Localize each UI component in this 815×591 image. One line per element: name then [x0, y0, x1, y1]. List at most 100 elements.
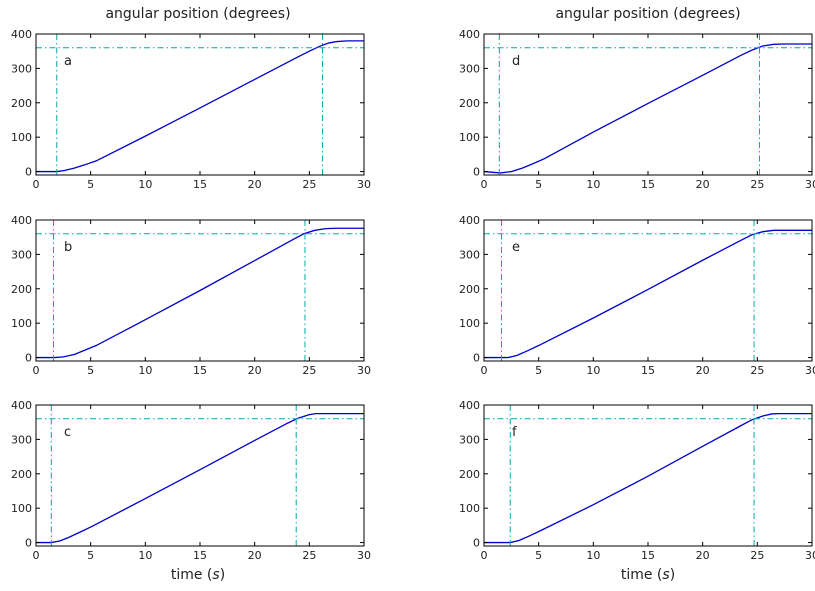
y-tick-label: 100: [459, 317, 480, 330]
panel-label: b: [64, 240, 72, 255]
y-tick-label: 400: [11, 399, 32, 412]
x-tick-label: 25: [302, 364, 316, 377]
x-tick-label: 10: [138, 364, 152, 377]
panel-f: 0510152025300100200300400f: [459, 399, 815, 562]
x-tick-label: 0: [481, 178, 488, 191]
y-tick-label: 300: [459, 62, 480, 75]
y-tick-label: 0: [25, 352, 32, 365]
panel-e-position-line: [484, 229, 812, 359]
x-tick-label: 10: [586, 364, 600, 377]
x-tick-label: 0: [33, 549, 40, 562]
y-tick-label: 0: [25, 166, 32, 179]
y-tick-label: 300: [11, 248, 32, 261]
right-x-axis-label: time (s): [620, 567, 676, 583]
x-tick-label: 5: [87, 178, 94, 191]
x-tick-label: 5: [87, 549, 94, 562]
x-tick-label: 20: [696, 549, 710, 562]
panel-b-position-line: [36, 227, 364, 359]
x-tick-label: 20: [248, 549, 262, 562]
y-tick-label: 300: [11, 433, 32, 446]
x-tick-label: 30: [357, 549, 371, 562]
x-tick-label: 0: [33, 364, 40, 377]
y-tick-label: 100: [11, 131, 32, 144]
panel-e-axes-box: [483, 219, 813, 362]
panel-f-position-line: [484, 412, 812, 544]
right-x-axis-label-unit: s: [662, 567, 670, 583]
y-tick-label: 200: [459, 468, 480, 481]
x-tick-label: 15: [641, 178, 655, 191]
x-tick-label: 15: [641, 549, 655, 562]
panel-label: c: [64, 425, 71, 440]
x-tick-label: 10: [586, 549, 600, 562]
left-x-axis-label-main: time: [170, 567, 203, 583]
x-tick-label: 10: [138, 549, 152, 562]
x-tick-label: 30: [357, 178, 371, 191]
left-x-axis-label: time (s): [170, 567, 226, 583]
y-tick-label: 400: [11, 28, 32, 41]
panel-a-axes-box: [35, 33, 365, 176]
x-tick-label: 0: [33, 178, 40, 191]
x-tick-label: 0: [481, 549, 488, 562]
y-tick-label: 300: [459, 433, 480, 446]
x-tick-label: 25: [750, 549, 764, 562]
panel-label: e: [512, 240, 520, 255]
y-tick-label: 200: [459, 283, 480, 296]
y-tick-label: 300: [11, 62, 32, 75]
x-tick-label: 5: [535, 364, 542, 377]
x-tick-label: 10: [586, 178, 600, 191]
x-tick-label: 20: [248, 178, 262, 191]
x-tick-label: 15: [193, 549, 207, 562]
panel-label: d: [512, 54, 520, 69]
x-tick-label: 30: [805, 364, 815, 377]
right-column-title: angular position (degrees): [555, 6, 741, 22]
right-x-axis-label-main: time: [620, 567, 653, 583]
y-tick-label: 100: [459, 502, 480, 515]
panel-label: f: [512, 425, 517, 440]
x-tick-label: 5: [535, 178, 542, 191]
x-tick-label: 25: [302, 178, 316, 191]
x-tick-label: 15: [641, 364, 655, 377]
y-tick-label: 100: [11, 502, 32, 515]
x-tick-label: 5: [535, 549, 542, 562]
y-tick-label: 100: [11, 317, 32, 330]
panel-d-position-line: [484, 43, 812, 174]
y-tick-label: 0: [473, 166, 480, 179]
panel-c-axes-box: [35, 404, 365, 547]
x-tick-label: 15: [193, 364, 207, 377]
x-tick-label: 30: [357, 364, 371, 377]
panel-d-axes-box: [483, 33, 813, 176]
y-tick-label: 300: [459, 248, 480, 261]
y-tick-label: 0: [25, 537, 32, 550]
y-tick-label: 400: [11, 214, 32, 227]
panel-label: a: [64, 54, 72, 69]
y-tick-label: 200: [11, 97, 32, 110]
left-x-axis-label-unit: s: [212, 567, 220, 583]
panel-e-series-group: [484, 220, 812, 361]
panel-f-series-group: [484, 405, 812, 546]
y-tick-label: 400: [459, 399, 480, 412]
panel-e: 0510152025300100200300400e: [459, 214, 815, 377]
panel-c-series-group: [36, 405, 364, 546]
left-column-title: angular position (degrees): [105, 6, 291, 22]
panel-d: 0510152025300100200300400d: [459, 28, 815, 191]
panel-a-position-line: [36, 40, 364, 173]
panel-a-series-group: [36, 34, 364, 175]
panel-b-series-group: [36, 220, 364, 361]
x-tick-label: 20: [248, 364, 262, 377]
panel-c-position-line: [36, 412, 364, 544]
y-tick-label: 0: [473, 352, 480, 365]
y-tick-label: 200: [11, 468, 32, 481]
y-tick-label: 200: [11, 283, 32, 296]
y-tick-label: 200: [459, 97, 480, 110]
x-tick-label: 20: [696, 364, 710, 377]
x-tick-label: 25: [750, 364, 764, 377]
x-tick-label: 20: [696, 178, 710, 191]
x-tick-label: 10: [138, 178, 152, 191]
y-tick-label: 400: [459, 28, 480, 41]
y-tick-label: 0: [473, 537, 480, 550]
